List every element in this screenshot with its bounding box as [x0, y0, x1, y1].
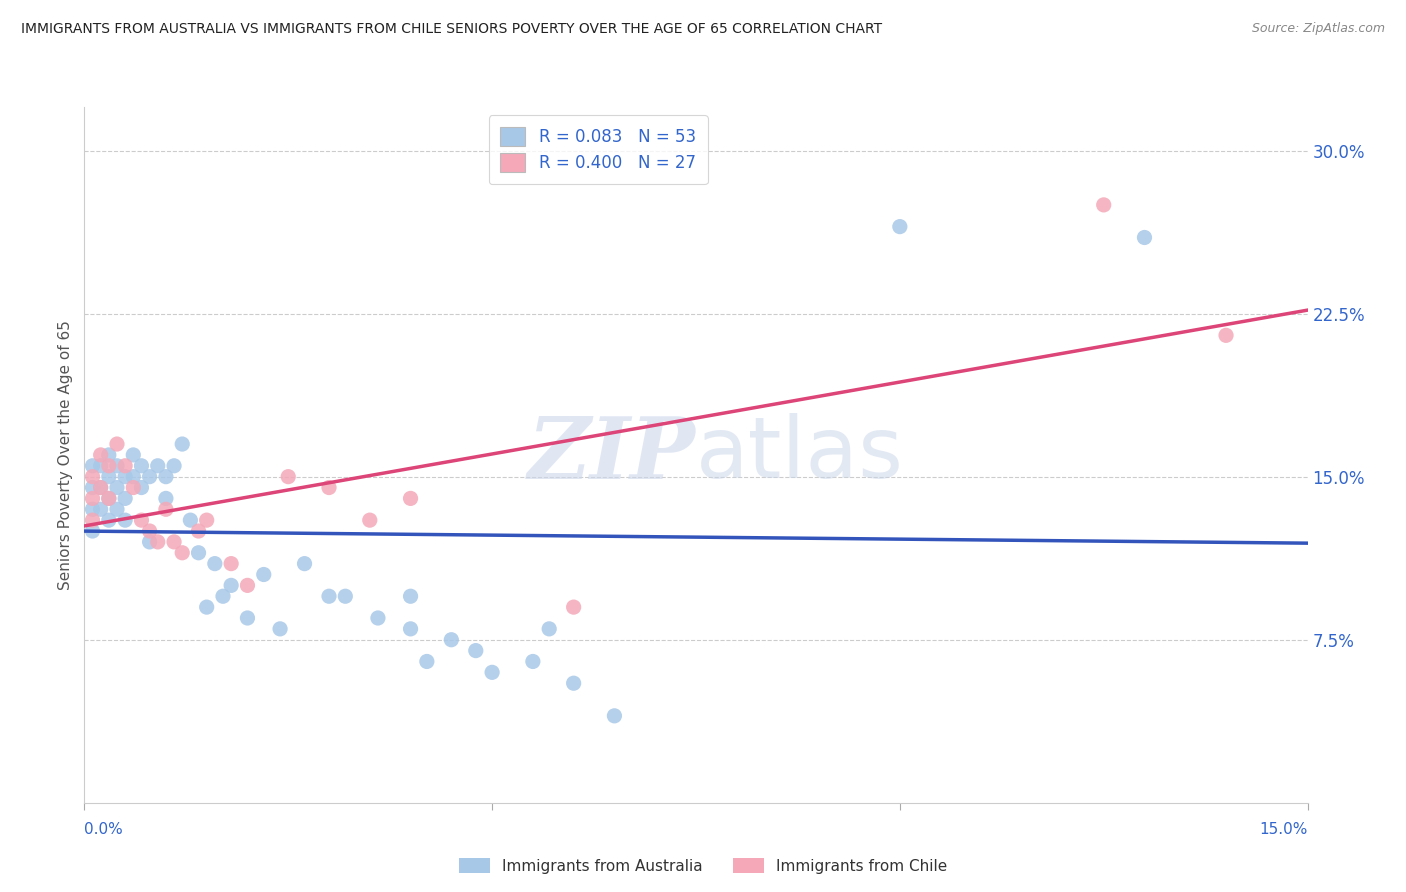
Point	[131, 458, 153, 473]
Point	[155, 491, 177, 506]
Point	[90, 458, 112, 473]
Point	[195, 600, 218, 615]
Point	[82, 469, 104, 483]
Point	[97, 448, 120, 462]
Point	[236, 578, 259, 592]
Point	[562, 676, 585, 690]
Point	[105, 437, 128, 451]
Point	[131, 513, 153, 527]
Point	[82, 491, 104, 506]
Point	[359, 513, 381, 527]
Text: 15.0%: 15.0%	[1260, 822, 1308, 837]
Point	[187, 546, 209, 560]
Point	[538, 622, 561, 636]
Point	[97, 491, 120, 506]
Point	[90, 481, 112, 495]
Point	[195, 513, 218, 527]
Point	[97, 491, 120, 506]
Legend: R = 0.083   N = 53, R = 0.400   N = 27: R = 0.083 N = 53, R = 0.400 N = 27	[489, 115, 707, 184]
Point	[163, 535, 186, 549]
Point	[253, 567, 276, 582]
Point	[138, 524, 160, 538]
Point	[318, 481, 340, 495]
Point	[138, 535, 160, 549]
Point	[187, 524, 209, 538]
Point	[481, 665, 503, 680]
Point	[179, 513, 201, 527]
Point	[97, 469, 120, 483]
Point	[219, 557, 242, 571]
Point	[82, 513, 104, 527]
Point	[335, 589, 357, 603]
Text: 0.0%: 0.0%	[84, 822, 124, 837]
Point	[90, 502, 112, 516]
Text: Source: ZipAtlas.com: Source: ZipAtlas.com	[1251, 22, 1385, 36]
Point	[367, 611, 389, 625]
Point	[603, 708, 626, 723]
Point	[416, 655, 439, 669]
Point	[269, 622, 291, 636]
Point	[172, 546, 194, 560]
Point	[212, 589, 235, 603]
Text: atlas: atlas	[696, 413, 904, 497]
Point	[399, 622, 422, 636]
Point	[122, 469, 145, 483]
Point	[204, 557, 226, 571]
Point	[105, 458, 128, 473]
Text: ZIP: ZIP	[529, 413, 696, 497]
Point	[114, 458, 136, 473]
Point	[122, 481, 145, 495]
Point	[464, 643, 486, 657]
Point	[82, 502, 104, 516]
Point	[82, 481, 104, 495]
Point	[90, 481, 112, 495]
Point	[562, 600, 585, 615]
Point	[155, 469, 177, 483]
Point	[97, 513, 120, 527]
Point	[114, 469, 136, 483]
Point	[399, 589, 422, 603]
Point	[440, 632, 463, 647]
Point	[1215, 328, 1237, 343]
Text: IMMIGRANTS FROM AUSTRALIA VS IMMIGRANTS FROM CHILE SENIORS POVERTY OVER THE AGE : IMMIGRANTS FROM AUSTRALIA VS IMMIGRANTS …	[21, 22, 882, 37]
Point	[97, 458, 120, 473]
Point	[294, 557, 316, 571]
Legend: Immigrants from Australia, Immigrants from Chile: Immigrants from Australia, Immigrants fr…	[453, 852, 953, 880]
Point	[172, 437, 194, 451]
Point	[82, 458, 104, 473]
Point	[522, 655, 544, 669]
Point	[90, 448, 112, 462]
Point	[1133, 230, 1156, 244]
Point	[131, 481, 153, 495]
Point	[138, 469, 160, 483]
Point	[318, 589, 340, 603]
Point	[82, 524, 104, 538]
Point	[889, 219, 911, 234]
Point	[105, 502, 128, 516]
Point	[1092, 198, 1115, 212]
Point	[277, 469, 299, 483]
Y-axis label: Seniors Poverty Over the Age of 65: Seniors Poverty Over the Age of 65	[58, 320, 73, 590]
Point	[114, 491, 136, 506]
Point	[155, 502, 177, 516]
Point	[163, 458, 186, 473]
Point	[146, 535, 169, 549]
Point	[122, 448, 145, 462]
Point	[236, 611, 259, 625]
Point	[105, 481, 128, 495]
Point	[114, 513, 136, 527]
Point	[146, 458, 169, 473]
Point	[219, 578, 242, 592]
Point	[399, 491, 422, 506]
